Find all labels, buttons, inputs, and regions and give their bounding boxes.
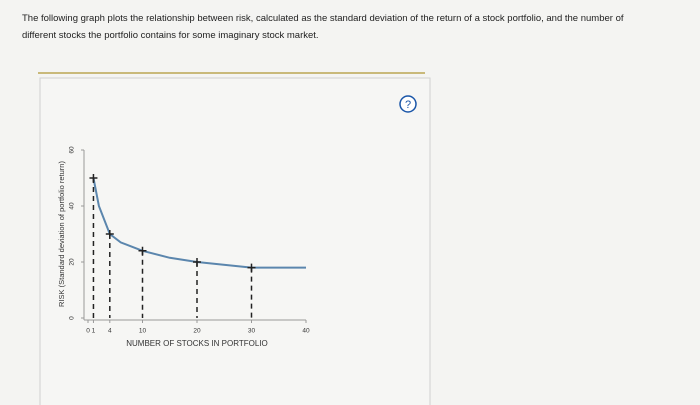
panel [39, 77, 431, 405]
point-marker [247, 263, 256, 272]
x-tick-label: 20 [193, 328, 201, 335]
y-tick-label: 0 [69, 316, 76, 320]
y-tick-label: 20 [69, 258, 76, 266]
help-button[interactable] [399, 95, 417, 113]
question-text: different stocks the portfolio contains … [22, 30, 319, 41]
point-marker [89, 174, 98, 182]
y-tick-label: 40 [69, 202, 76, 210]
x-tick-label: 40 [302, 328, 310, 335]
point-marker [193, 258, 201, 266]
help-icon[interactable]: ? [405, 99, 411, 111]
x-tick-label: 10 [139, 328, 147, 335]
x-tick-label: 30 [248, 328, 256, 335]
point-marker [105, 230, 114, 238]
y-tick-label: 60 [69, 146, 76, 154]
point-marker [138, 246, 147, 255]
y-axis-title: RISK (Standard deviation of portfolio re… [57, 161, 66, 307]
x-tick-label: 0 [86, 328, 90, 335]
x-axis-title: NUMBER OF STOCKS IN PORTFOLIO [126, 339, 268, 348]
x-tick-label: 1 [92, 328, 96, 335]
question-text: The following graph plots the relationsh… [22, 13, 624, 24]
x-tick-label: 4 [108, 328, 112, 335]
